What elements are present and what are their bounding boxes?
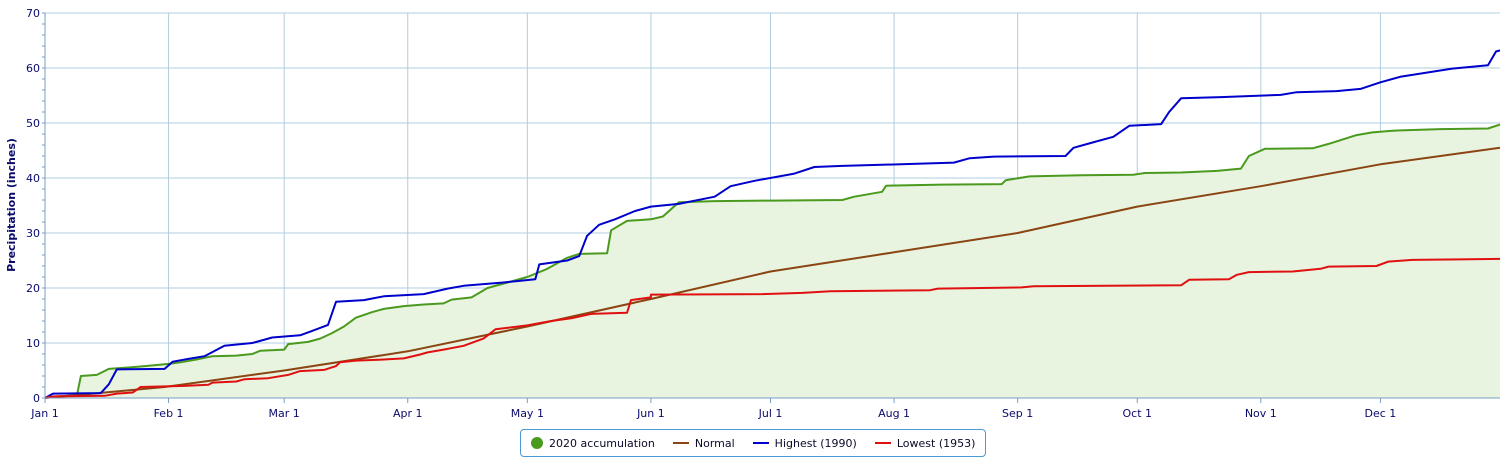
x-tick-label: Jun 1 xyxy=(636,407,665,420)
x-tick-label: Apr 1 xyxy=(393,407,423,420)
y-tick-label: 70 xyxy=(26,7,40,20)
series-line-1[interactable] xyxy=(44,146,1501,399)
x-tick-label: Nov 1 xyxy=(1245,407,1277,420)
series-layer xyxy=(44,49,1501,399)
series-area-0 xyxy=(45,124,1500,398)
series-line-0[interactable] xyxy=(44,123,1501,399)
x-tick-label: Dec 1 xyxy=(1365,407,1397,420)
x-tick-label: May 1 xyxy=(511,407,544,420)
axis-layer: 0 10 20 30 40 50 60 70 Jan 1 Feb 1 Mar 1 Apr 1 May 1… xyxy=(26,7,1500,420)
y-tick-label: 20 xyxy=(26,282,40,295)
series-line-3[interactable] xyxy=(44,257,1501,399)
y-tick-label: 10 xyxy=(26,337,40,350)
x-tick-label: Jan 1 xyxy=(30,407,58,420)
legend-line-icon xyxy=(874,442,891,444)
y-tick-label: 50 xyxy=(26,117,40,130)
legend-line-icon xyxy=(672,442,689,444)
x-tick-label: Sep 1 xyxy=(1002,407,1033,420)
y-tick-label: 40 xyxy=(26,172,40,185)
x-tick-label: Mar 1 xyxy=(269,407,300,420)
x-tick-label: Oct 1 xyxy=(1122,407,1152,420)
legend-item-3[interactable]: Lowest (1953) xyxy=(874,436,976,450)
legend-item-1[interactable]: Normal xyxy=(672,436,735,450)
series-line-2[interactable] xyxy=(44,49,1501,399)
chart-legend: 2020 accumulation Normal Highest (1990) Low… xyxy=(520,429,987,457)
legend-item-0[interactable]: 2020 accumulation xyxy=(531,437,655,450)
y-tick-label: 0 xyxy=(33,392,40,405)
x-tick-label: Aug 1 xyxy=(878,407,910,420)
x-tick-label: Feb 1 xyxy=(154,407,184,420)
legend-dot-icon xyxy=(531,437,543,449)
legend-label: Lowest (1953) xyxy=(896,436,976,450)
legend-line-icon xyxy=(752,442,769,444)
y-tick-label: 60 xyxy=(26,62,40,75)
legend-label: 2020 accumulation xyxy=(549,436,655,450)
legend-item-2[interactable]: Highest (1990) xyxy=(752,436,857,450)
y-tick-label: 30 xyxy=(26,227,40,240)
legend-label: Highest (1990) xyxy=(774,436,857,450)
x-tick-label: Jul 1 xyxy=(758,407,783,420)
y-axis-title: Precipitation (inches) xyxy=(5,138,18,272)
legend-label: Normal xyxy=(694,436,735,450)
